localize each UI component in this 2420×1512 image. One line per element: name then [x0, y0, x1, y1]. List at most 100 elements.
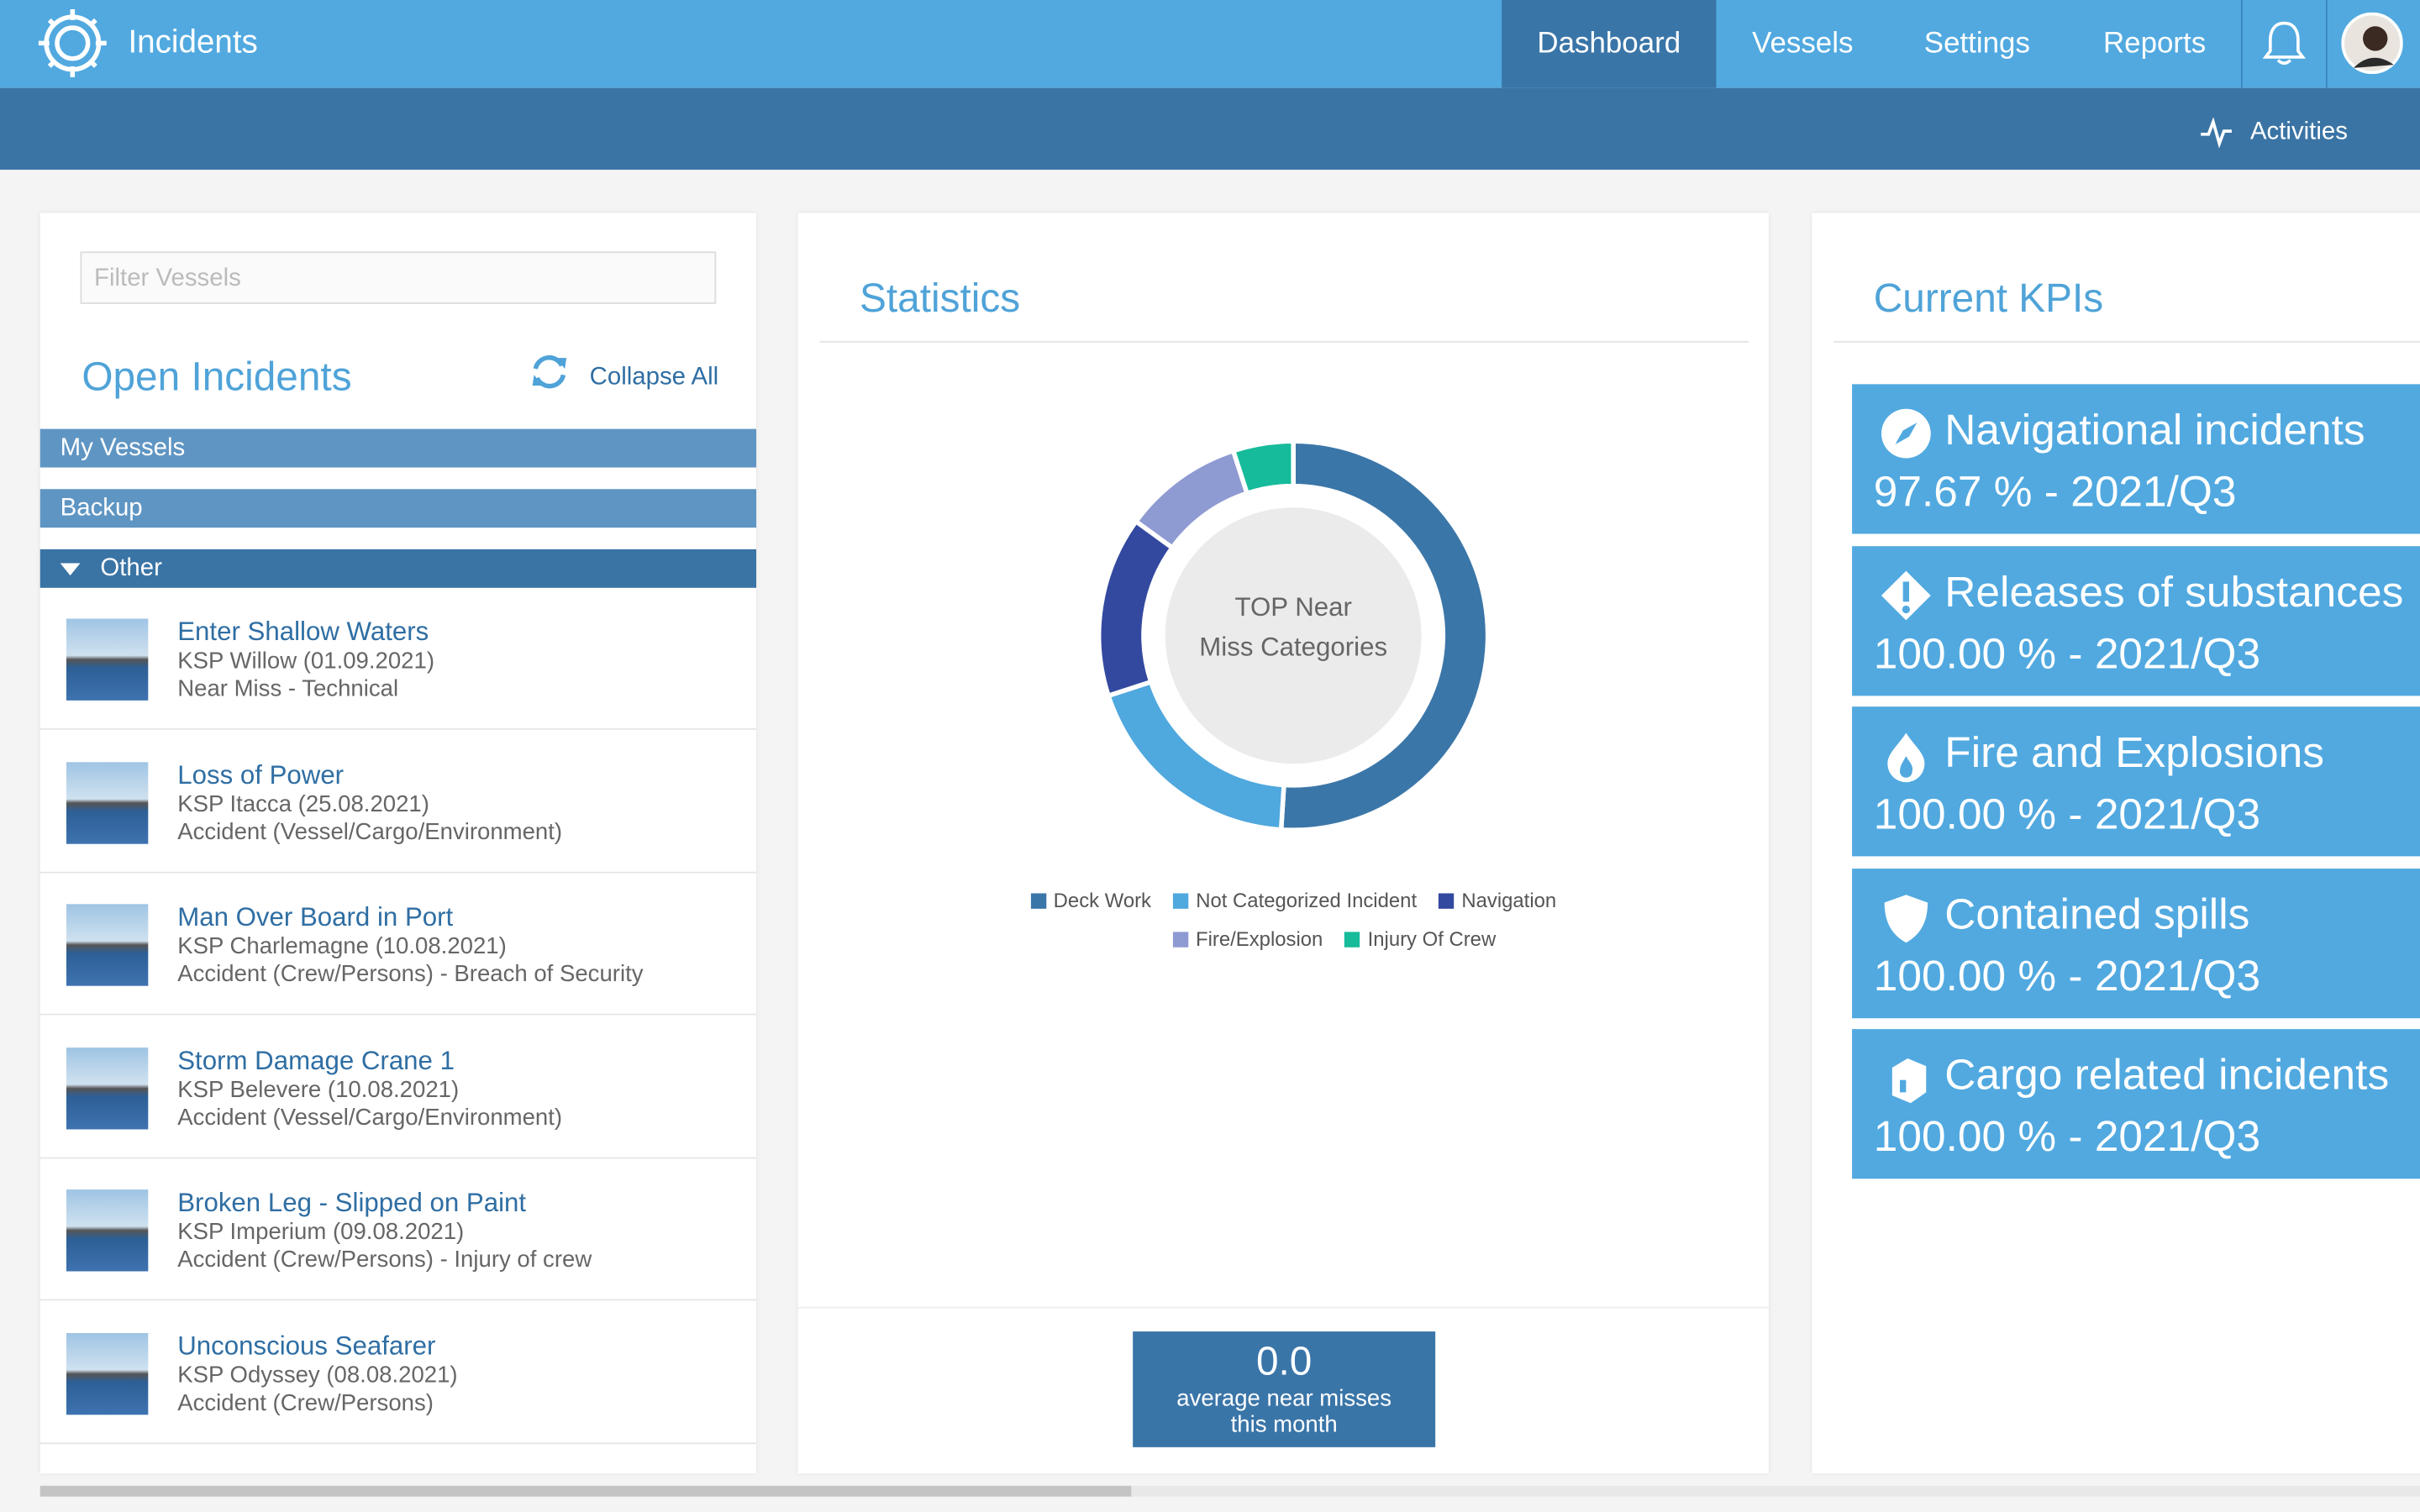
pie-segment[interactable] [1278, 438, 1491, 832]
incident-vessel: KSP Imperium (09.08.2021) [177, 1219, 465, 1246]
incident-item[interactable]: Man Over Board in Port KSP Charlemagne (1… [39, 874, 757, 1016]
group-header[interactable]: Other [39, 549, 757, 588]
kpi-value: 97.67 % - 2021/Q3 [1873, 467, 2237, 516]
incident-category: Accident (Vessel/Cargo/Environment) [177, 1104, 563, 1131]
legend-swatch [1172, 892, 1189, 908]
divider [2240, 0, 2243, 88]
donut-center [1165, 507, 1422, 764]
kpi-name: Cargo related incidents [1944, 1051, 2390, 1100]
kpi-icon [1887, 732, 1925, 783]
kpi-name: Contained spills [1944, 890, 2250, 938]
expand-icon [60, 563, 81, 576]
incident-title: Storm Damage Crane 1 [177, 1045, 455, 1075]
scrollbar-thumb[interactable] [39, 1485, 1132, 1497]
logo [38, 9, 107, 77]
notifications-icon[interactable] [2262, 20, 2307, 66]
incident-title: Broken Leg - Slipped on Paint [177, 1189, 527, 1218]
legend-item[interactable]: Not Categorized Incident [1172, 888, 1418, 912]
incident-title: Man Over Board in Port [177, 902, 454, 932]
summary-label: average near misses this month [1176, 1385, 1392, 1438]
kpi-icon [1891, 1058, 1927, 1104]
incident-title: Unconscious Seafarer [177, 1331, 436, 1362]
vessel-thumbnail [66, 904, 149, 987]
activities-link[interactable]: Activities [2249, 118, 2348, 145]
group-header[interactable]: Backup [39, 489, 757, 528]
legend-swatch [1438, 892, 1455, 908]
panel-title: Statistics [860, 274, 1021, 322]
kpi-card[interactable]: Releases of substances 100.00 % - 2021/Q3 [1852, 545, 2420, 696]
incident-item[interactable]: Loss of Power KSP Itacca (25.08.2021) Acci… [39, 731, 757, 873]
incidents-panel [39, 213, 757, 1474]
kpi-icon [1884, 894, 1928, 942]
chart-title: TOP Near Miss Categories [1199, 592, 1387, 662]
incident-title: Loss of Power [177, 759, 345, 790]
summary-box: 0.0 average near misses this month [1133, 1331, 1436, 1447]
summary-value: 0.0 [1255, 1337, 1313, 1384]
divider [819, 340, 1749, 343]
kpi-value: 100.00 % - 2021/Q3 [1873, 628, 2261, 677]
collapse-all[interactable]: Collapse All [589, 364, 719, 391]
pie-segment[interactable] [1230, 438, 1296, 496]
group-header[interactable]: My Vessels [39, 428, 757, 468]
chart: TOP Near Miss Categories [1097, 438, 1491, 832]
incident-title: Enter Shallow Waters [177, 617, 429, 647]
nav-item[interactable]: Vessels [1752, 28, 1854, 60]
incident-item[interactable]: Broken Leg - Slipped on Paint KSP Imperiu… [39, 1159, 757, 1302]
kpi-icon [1881, 570, 1931, 620]
legend-swatch [1344, 931, 1360, 947]
vessel-thumbnail [66, 761, 149, 843]
legend-label: Deck Work [1053, 888, 1152, 912]
sub-bar [0, 87, 2420, 171]
incident-vessel: KSP Belevere (10.08.2021) [177, 1076, 460, 1103]
incident-category: Near Miss - Technical [177, 675, 399, 702]
legend-label: Fire/Explosion [1196, 927, 1323, 951]
legend-item[interactable]: Deck Work [1030, 889, 1151, 912]
legend: Deck Work Not Categorized Incident Navigat… [1003, 889, 1584, 950]
incident-vessel: KSP Willow (01.09.2021) [177, 648, 435, 675]
kpi-card[interactable]: Fire and Explosions 100.00 % - 2021/Q3 [1852, 706, 2420, 857]
vessel-thumbnail [66, 1047, 149, 1130]
incident-category: Accident (Crew/Persons) - Injury of crew [177, 1247, 592, 1274]
legend-item[interactable]: Navigation [1438, 888, 1557, 912]
nav-item[interactable]: Settings [1923, 28, 2030, 60]
incident-item[interactable]: Enter Shallow Waters KSP Willow (01.09.20… [39, 588, 757, 730]
refresh-icon[interactable] [529, 354, 570, 391]
divider [2325, 0, 2328, 88]
top-bar [0, 0, 2420, 88]
kpi-card[interactable]: Cargo related incidents 100.00 % - 2021/Q… [1852, 1029, 2420, 1179]
kpi-card[interactable]: Contained spills 100.00 % - 2021/Q3 [1852, 868, 2420, 1018]
incident-category: Accident (Crew/Persons) [177, 1389, 434, 1417]
vessel-thumbnail [66, 618, 149, 701]
incident-item[interactable]: Storm Damage Crane 1 KSP Belevere (10.08.… [39, 1016, 757, 1159]
kpi-value: 100.00 % - 2021/Q3 [1873, 790, 2261, 838]
kpi-icon [1881, 408, 1931, 459]
legend-item[interactable]: Injury Of Crew [1344, 927, 1497, 951]
kpi-card[interactable]: Navigational incidents 97.67 % - 2021/Q3 [1852, 384, 2420, 534]
incident-vessel: KSP Charlemagne (10.08.2021) [177, 933, 507, 960]
legend-item[interactable]: Fire/Explosion [1172, 927, 1323, 951]
pie-segment[interactable] [1097, 517, 1176, 699]
incident-vessel: KSP Itacca (25.08.2021) [177, 790, 429, 817]
app-title: Incidents [128, 24, 258, 60]
chart-title-line: TOP Near [1234, 592, 1351, 622]
statistics-panel [797, 213, 1769, 1474]
legend-label: Not Categorized Incident [1196, 888, 1418, 912]
legend-label: Navigation [1461, 888, 1557, 912]
incident-category: Accident (Vessel/Cargo/Environment) [177, 818, 563, 845]
filter-input[interactable]: Filter Vessels [80, 251, 717, 304]
kpi-name: Fire and Explosions [1944, 728, 2324, 777]
divider [797, 1306, 1769, 1309]
legend-swatch [1172, 931, 1188, 947]
legend-swatch [1030, 892, 1046, 908]
chart-title-line: Miss Categories [1199, 633, 1387, 662]
incident-vessel: KSP Odyssey (08.08.2021) [177, 1362, 458, 1389]
avatar[interactable] [2341, 12, 2403, 75]
vessel-thumbnail [66, 1332, 149, 1415]
incident-category: Accident (Crew/Persons) - Breach of Secu… [177, 961, 644, 988]
nav-item[interactable]: Reports [2102, 28, 2207, 60]
legend-label: Injury Of Crew [1367, 927, 1497, 951]
incident-item[interactable]: Unconscious Seafarer KSP Odyssey (08.08.2… [39, 1302, 757, 1445]
nav-item[interactable]: Dashboard [1502, 0, 1717, 88]
